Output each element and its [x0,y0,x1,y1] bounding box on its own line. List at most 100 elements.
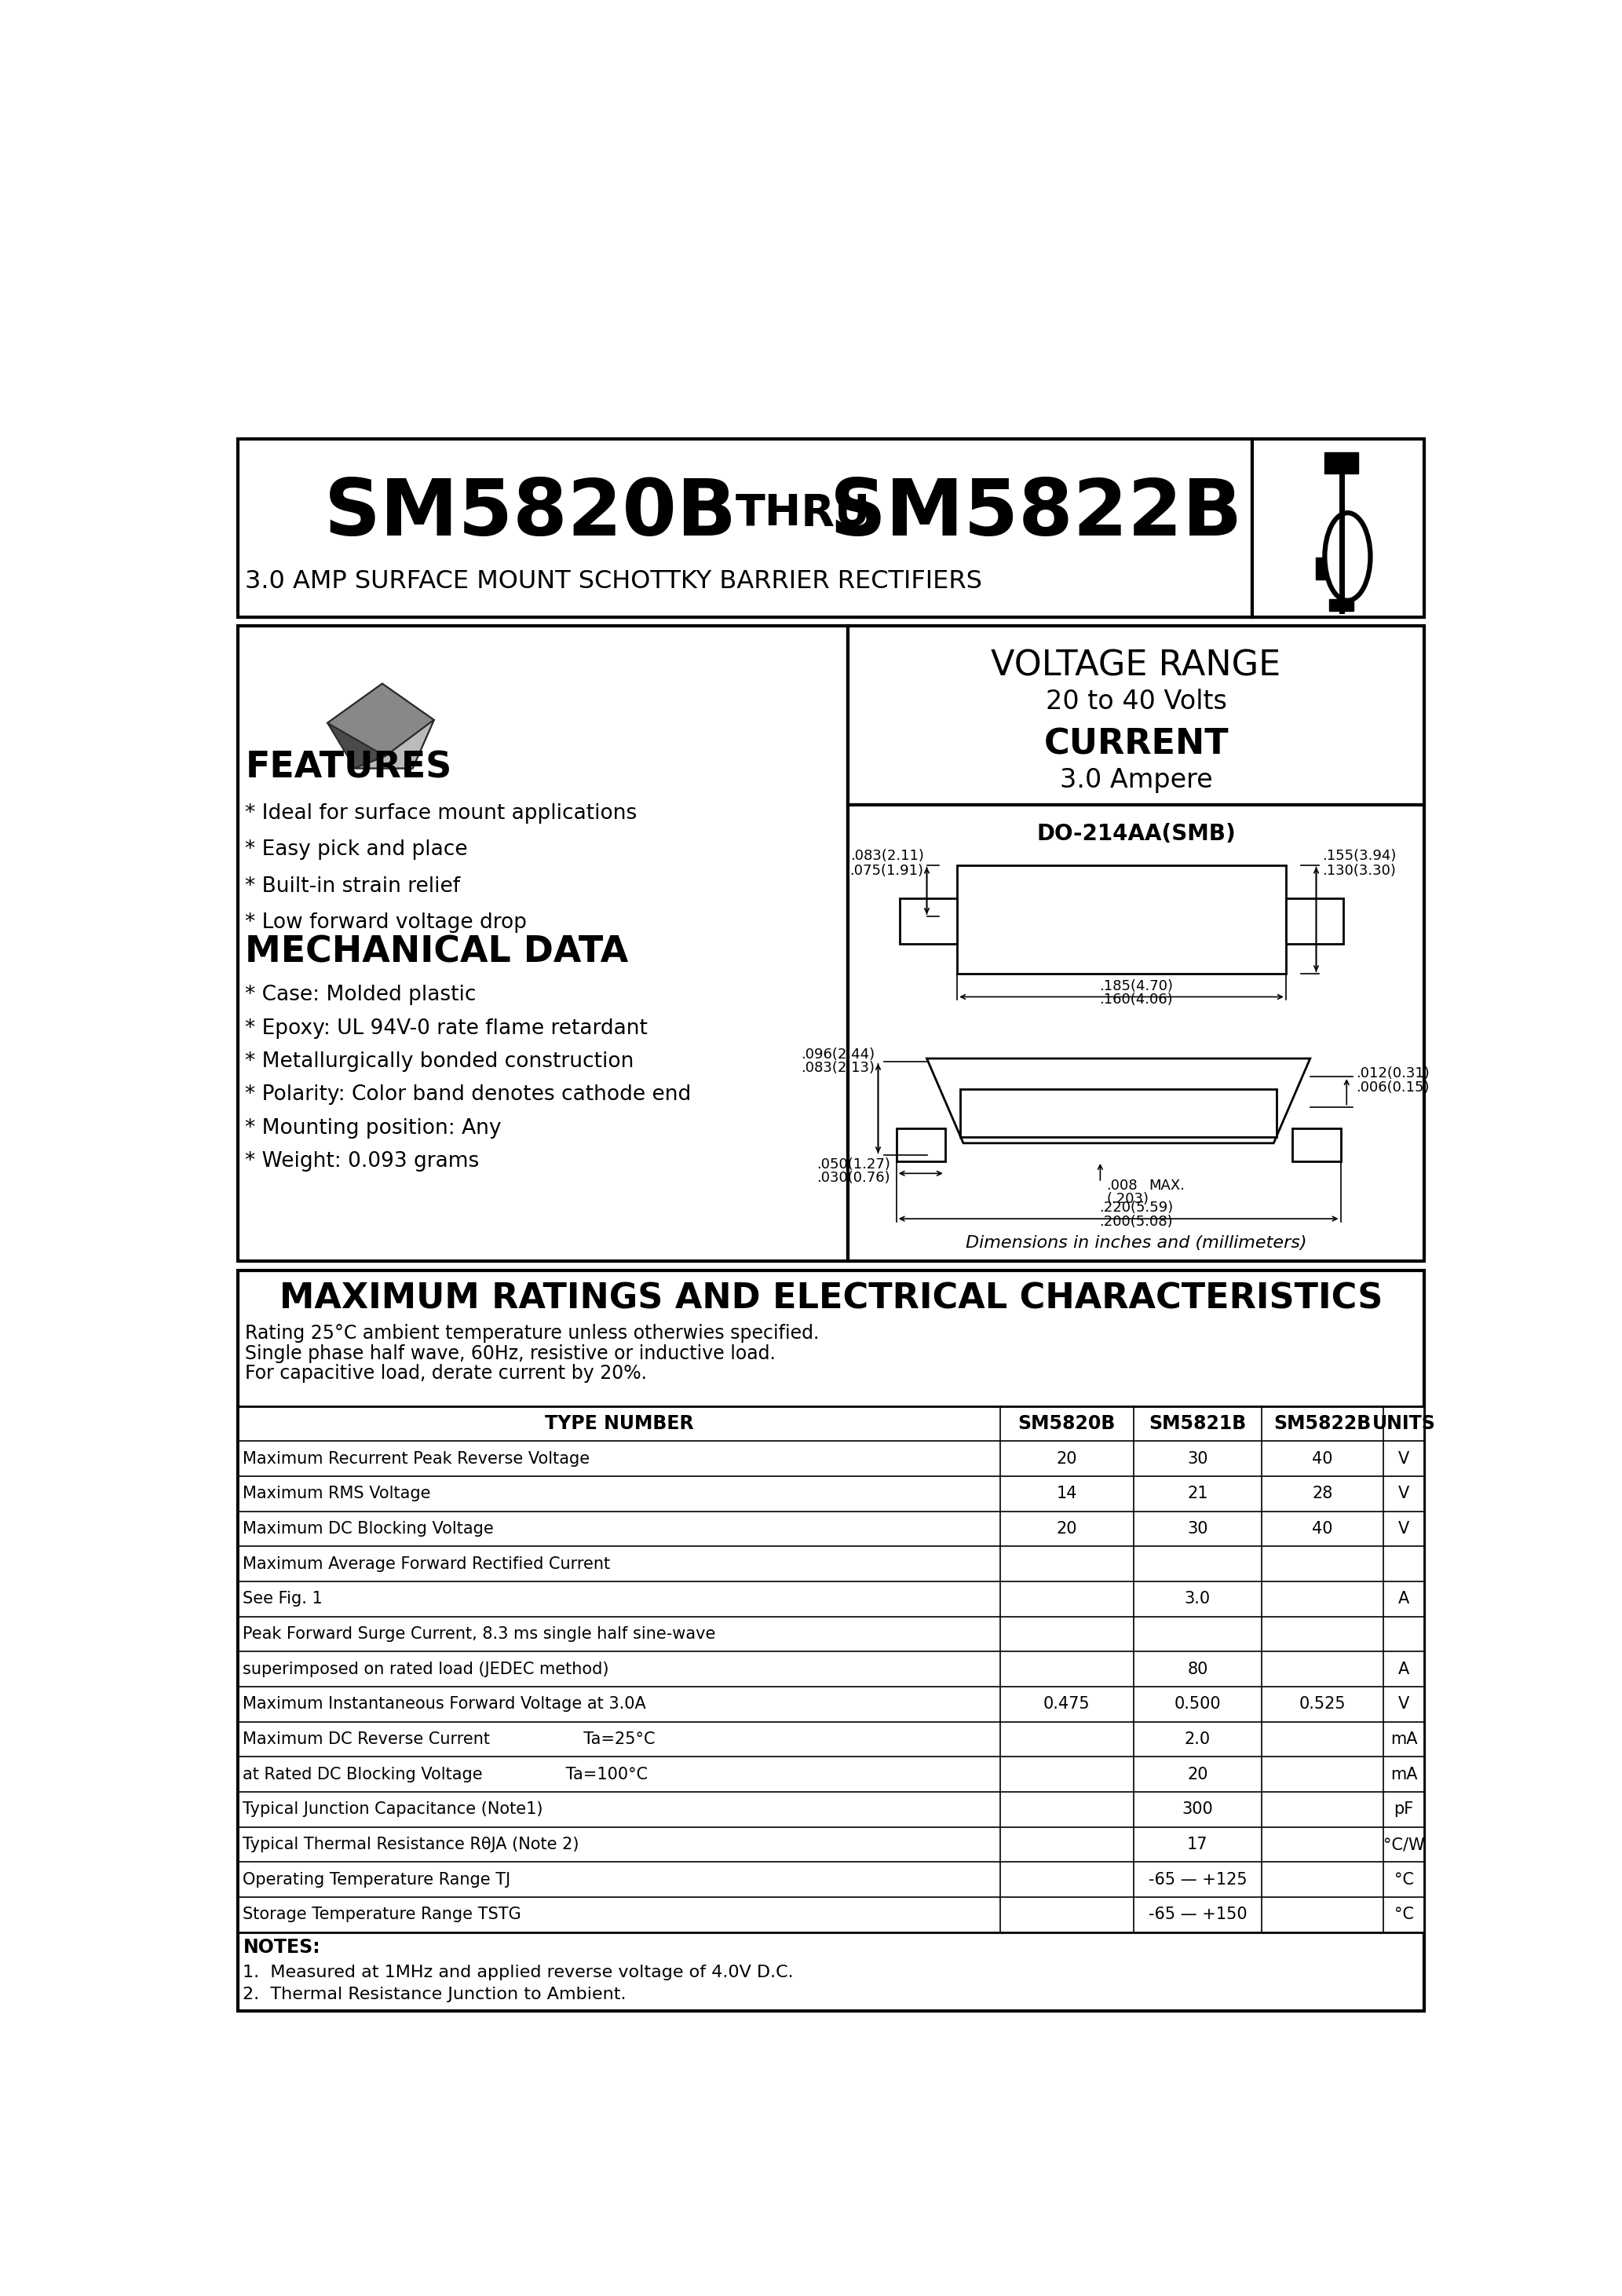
Text: FEATURES: FEATURES [245,751,453,785]
Text: SM5821B: SM5821B [1148,1414,1246,1433]
Text: * Epoxy: UL 94V-0 rate flame retardant: * Epoxy: UL 94V-0 rate flame retardant [245,1017,649,1038]
Polygon shape [926,1058,1311,1143]
Text: 20 to 40 Volts: 20 to 40 Volts [1046,689,1226,714]
Bar [848,627,1424,804]
Text: at Rated DC Blocking Voltage                Ta=100°C: at Rated DC Blocking Voltage Ta=100°C [243,1766,649,1782]
Text: Typical Thermal Resistance RθJA (Note 2): Typical Thermal Resistance RθJA (Note 2) [243,1837,579,1853]
Text: 300: 300 [1182,1802,1213,1818]
Text: SM5822B: SM5822B [1273,1414,1371,1433]
Polygon shape [328,684,435,755]
Text: pF: pF [1393,1802,1414,1818]
Text: .083(2.11): .083(2.11) [850,850,925,863]
Text: superimposed on rated load (JEDEC method): superimposed on rated load (JEDEC method… [243,1662,610,1676]
Text: MECHANICAL DATA: MECHANICAL DATA [245,934,629,971]
Text: Rating 25°C ambient temperature unless otherwies specified.: Rating 25°C ambient temperature unless o… [245,1325,819,1343]
Text: A: A [1398,1591,1410,1607]
Bar [1252,439,1424,618]
Text: 20: 20 [1056,1520,1077,1536]
Text: 40: 40 [1312,1451,1333,1467]
Bar [1330,599,1354,611]
Bar [957,866,1286,974]
Text: Typical Junction Capacitance (Note1): Typical Junction Capacitance (Note1) [243,1802,543,1818]
Text: Dimensions in inches and (millimeters): Dimensions in inches and (millimeters) [965,1235,1307,1251]
Text: .096(2.44): .096(2.44) [801,1047,876,1061]
Text: .130(3.30): .130(3.30) [1322,863,1397,877]
Bar [1291,1127,1340,1162]
Text: For capacitive load, derate current by 20%.: For capacitive load, derate current by 2… [245,1364,647,1382]
Text: .220(5.59): .220(5.59) [1100,1201,1173,1215]
Text: .083(2.13): .083(2.13) [801,1061,876,1075]
Text: MAXIMUM RATINGS AND ELECTRICAL CHARACTERISTICS: MAXIMUM RATINGS AND ELECTRICAL CHARACTER… [279,1281,1384,1316]
Text: Maximum Recurrent Peak Reverse Voltage: Maximum Recurrent Peak Reverse Voltage [243,1451,590,1467]
Bar [1286,898,1343,944]
Text: 20: 20 [1187,1766,1208,1782]
Text: * Built-in strain relief: * Built-in strain relief [245,877,461,895]
Bar [1325,452,1359,473]
Text: V: V [1398,1520,1410,1536]
Text: mA: mA [1390,1731,1418,1747]
Bar [238,627,848,1261]
Text: VOLTAGE RANGE: VOLTAGE RANGE [991,650,1281,682]
Text: 3.0 AMP SURFACE MOUNT SCHOTTKY BARRIER RECTIFIERS: 3.0 AMP SURFACE MOUNT SCHOTTKY BARRIER R… [245,569,983,595]
Text: Maximum RMS Voltage: Maximum RMS Voltage [243,1486,431,1502]
Text: 17: 17 [1187,1837,1208,1853]
Text: .200(5.08): .200(5.08) [1100,1215,1173,1228]
Text: 1.  Measured at 1MHz and applied reverse voltage of 4.0V D.C.: 1. Measured at 1MHz and applied reverse … [243,1965,793,1981]
Bar [900,898,957,944]
Text: .030(0.76): .030(0.76) [817,1171,890,1185]
Polygon shape [328,684,435,769]
Text: 3.0: 3.0 [1184,1591,1210,1607]
Bar [238,1270,1424,2011]
Text: -65 — +125: -65 — +125 [1148,1871,1247,1887]
Text: 21: 21 [1187,1486,1208,1502]
Text: Maximum DC Blocking Voltage: Maximum DC Blocking Voltage [243,1520,495,1536]
Ellipse shape [1325,512,1371,602]
Text: V: V [1398,1486,1410,1502]
Text: 0.500: 0.500 [1174,1697,1221,1713]
Text: Maximum Average Forward Rectified Current: Maximum Average Forward Rectified Curren… [243,1557,610,1573]
Text: .160(4.06): .160(4.06) [1100,992,1173,1008]
Text: 2.0: 2.0 [1184,1731,1210,1747]
Text: 40: 40 [1312,1520,1333,1536]
Text: °C: °C [1393,1871,1414,1887]
Text: SM5822B: SM5822B [829,475,1242,551]
Text: 0.525: 0.525 [1299,1697,1346,1713]
Bar [238,439,1252,618]
Text: 28: 28 [1312,1486,1333,1502]
Text: Peak Forward Surge Current, 8.3 ms single half sine-wave: Peak Forward Surge Current, 8.3 ms singl… [243,1626,715,1642]
Bar [848,804,1424,1261]
Text: Maximum DC Reverse Current                  Ta=25°C: Maximum DC Reverse Current Ta=25°C [243,1731,655,1747]
Text: Storage Temperature Range TSTG: Storage Temperature Range TSTG [243,1906,521,1922]
Text: * Easy pick and place: * Easy pick and place [245,840,469,861]
Text: °C: °C [1393,1906,1414,1922]
Text: Operating Temperature Range TJ: Operating Temperature Range TJ [243,1871,511,1887]
Text: MAX.: MAX. [1148,1178,1186,1192]
Text: -65 — +150: -65 — +150 [1148,1906,1247,1922]
Text: 2.  Thermal Resistance Junction to Ambient.: 2. Thermal Resistance Junction to Ambien… [243,1986,626,2002]
Text: V: V [1398,1697,1410,1713]
Text: CURRENT: CURRENT [1043,728,1228,760]
Text: 20: 20 [1056,1451,1077,1467]
Text: * Mounting position: Any: * Mounting position: Any [245,1118,501,1139]
Text: SM5820B: SM5820B [324,475,738,551]
Text: mA: mA [1390,1766,1418,1782]
Text: SM5820B: SM5820B [1019,1414,1116,1433]
Text: UNITS: UNITS [1372,1414,1435,1433]
Bar [238,1405,1424,1933]
Text: * Weight: 0.093 grams: * Weight: 0.093 grams [245,1150,480,1171]
Text: .075(1.91): .075(1.91) [850,863,925,877]
Bar [1315,558,1367,579]
Text: (.203): (.203) [1106,1192,1148,1205]
Bar [897,1127,946,1162]
Text: DO-214AA(SMB): DO-214AA(SMB) [1036,822,1236,845]
Text: .012(0.31): .012(0.31) [1356,1068,1429,1081]
Text: * Case: Molded plastic: * Case: Molded plastic [245,985,477,1006]
Text: .006(0.15): .006(0.15) [1356,1081,1429,1095]
Text: See Fig. 1: See Fig. 1 [243,1591,323,1607]
Text: 3.0 Ampere: 3.0 Ampere [1059,767,1213,794]
Text: NOTES:: NOTES: [243,1938,320,1956]
Text: * Ideal for surface mount applications: * Ideal for surface mount applications [245,804,637,824]
Text: 30: 30 [1187,1520,1208,1536]
Text: 0.475: 0.475 [1043,1697,1090,1713]
Text: TYPE NUMBER: TYPE NUMBER [545,1414,693,1433]
